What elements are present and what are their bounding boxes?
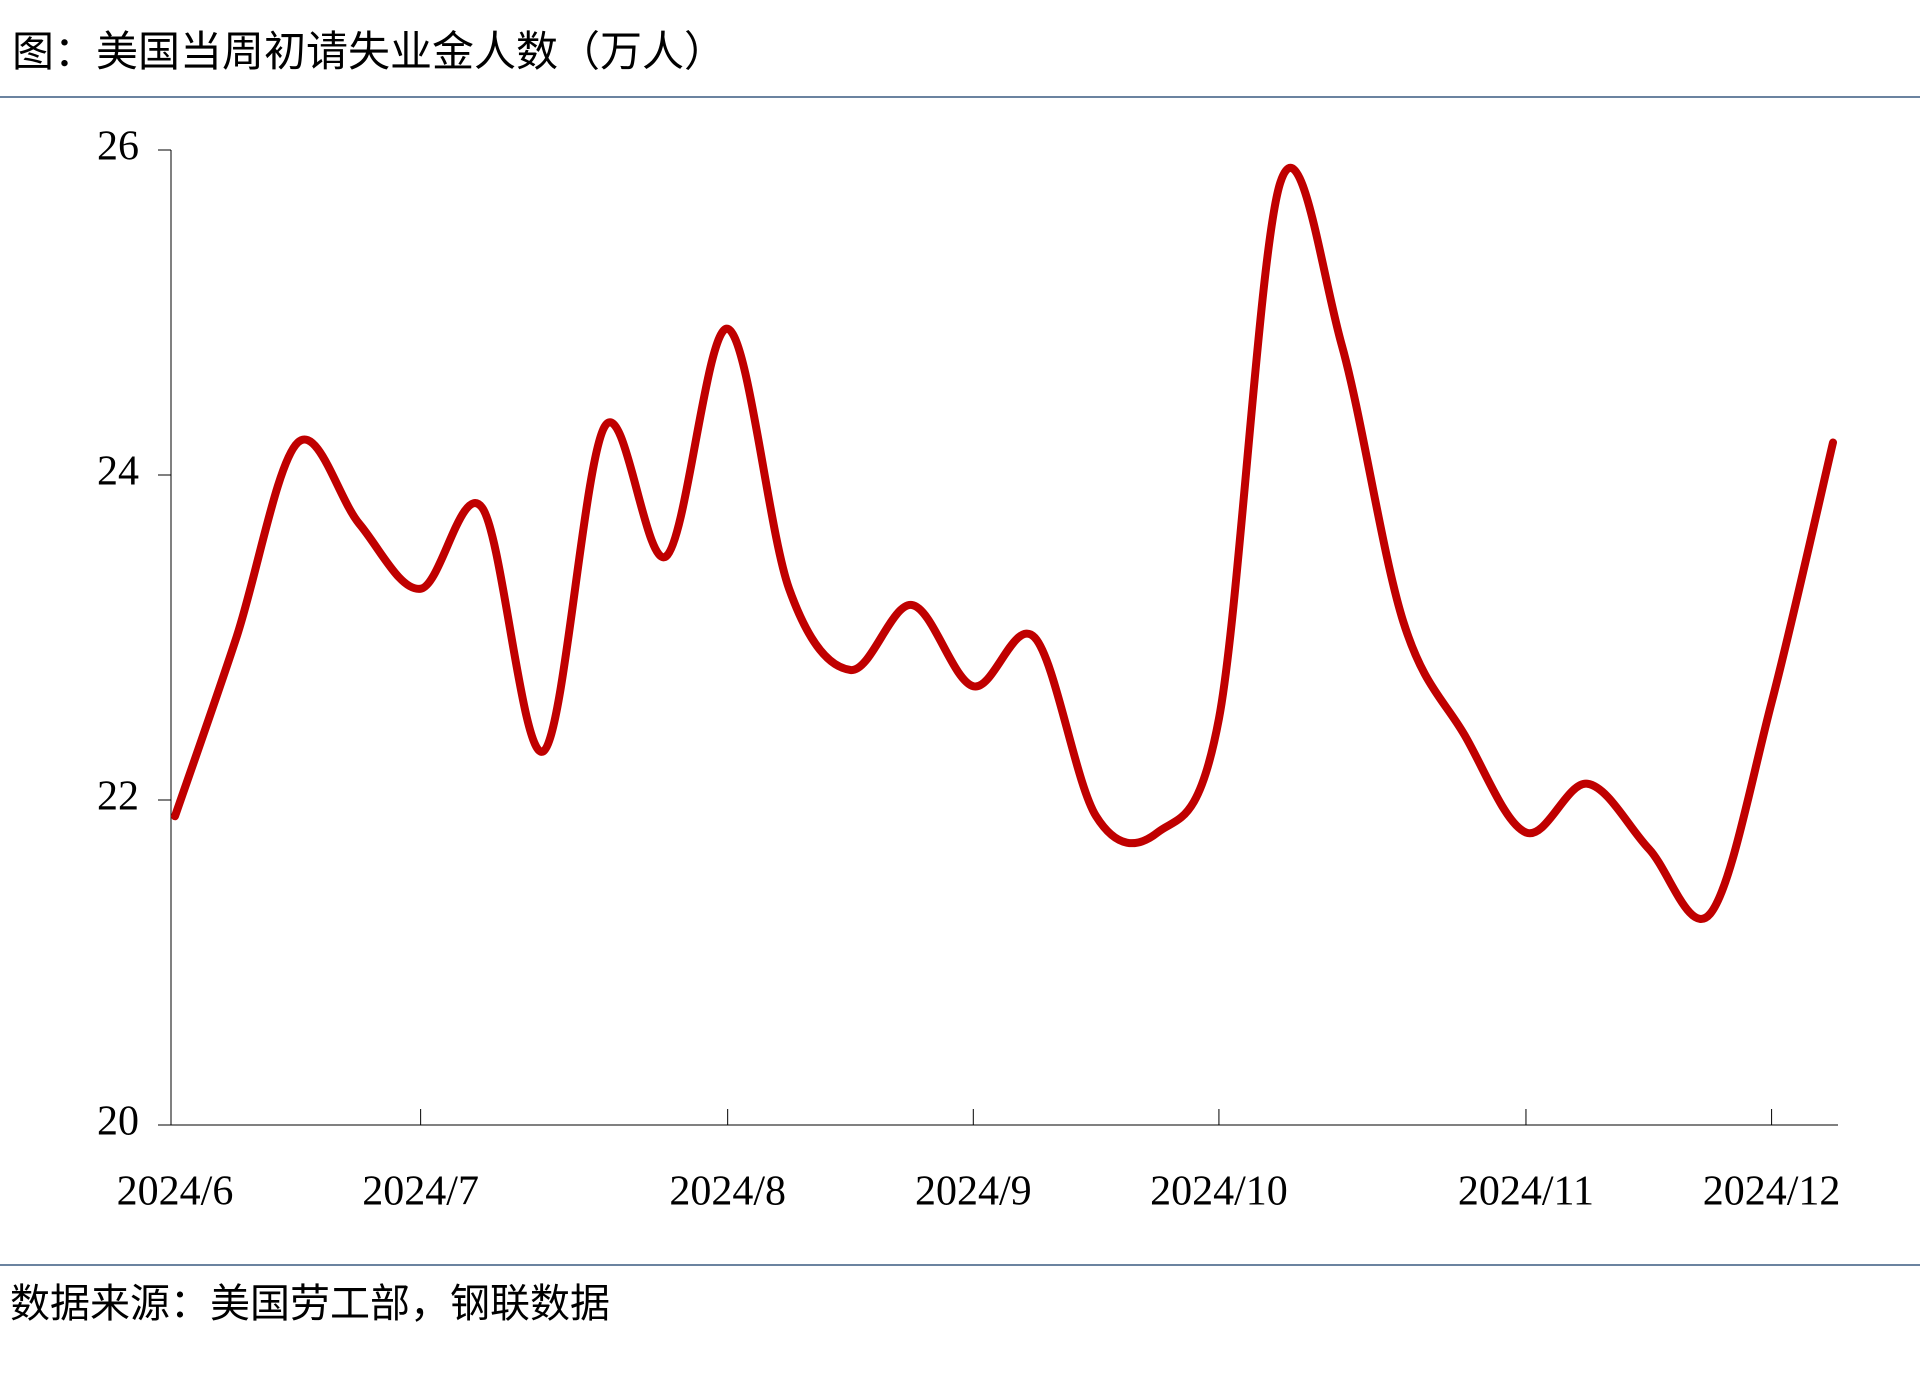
y-tick-label: 24 [97, 449, 139, 495]
y-tick-label: 22 [97, 774, 139, 820]
x-tick-label: 2024/10 [1150, 1169, 1288, 1215]
x-tick-label: 2024/8 [669, 1169, 786, 1215]
source-note: 数据来源：美国劳工部，钢联数据 [10, 1281, 610, 1327]
y-tick-label: 20 [97, 1099, 139, 1145]
x-tick-label: 2024/12 [1703, 1169, 1841, 1215]
x-tick-label: 2024/7 [362, 1169, 479, 1215]
data-line [171, 163, 1837, 923]
chart-title: 图：美国当周初请失业金人数（万人） [12, 27, 726, 76]
x-tick-label: 2024/6 [117, 1169, 234, 1215]
y-tick-label: 26 [97, 124, 139, 170]
x-tick-label: 2024/11 [1458, 1169, 1594, 1215]
x-tick-label: 2024/9 [915, 1169, 1032, 1215]
